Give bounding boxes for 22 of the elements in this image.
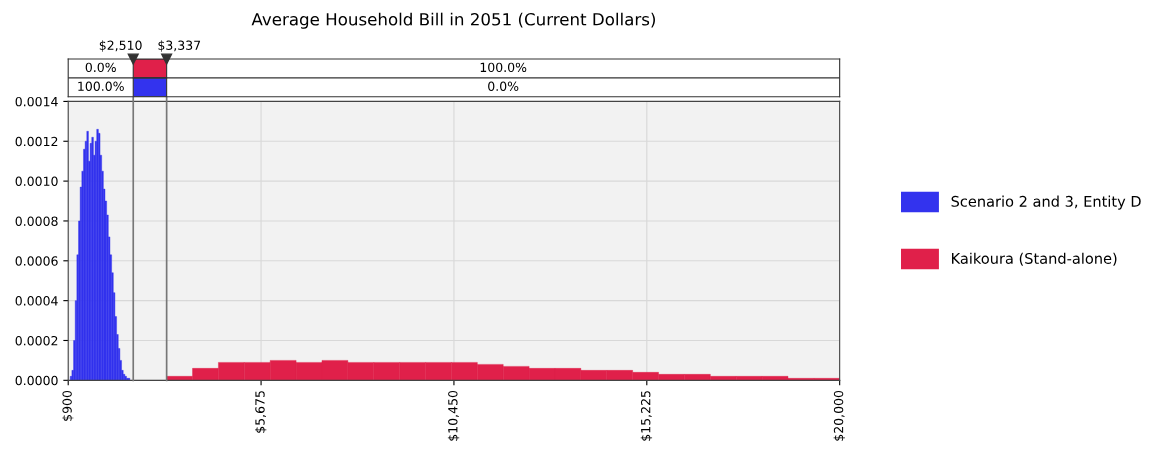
text: 100.0%: [480, 62, 527, 73]
x-tick-label: $5,675: [255, 391, 267, 433]
ref-line-label: $3,337: [158, 40, 201, 52]
legend-label: Kaikoura (Stand-alone): [952, 252, 1117, 266]
y-tick-label: 0.0010: [15, 176, 58, 187]
x-tick-label: $15,225: [640, 391, 653, 441]
legend-label: Scenario 2 and 3, Entity D: [951, 195, 1141, 210]
ref-line-label: $2,510: [99, 40, 142, 52]
text: 0.0%: [488, 81, 519, 91]
y-tick-label: 0.0006: [15, 256, 58, 266]
chart-title: Average Household Bill in 2051 (Current Dollars): [251, 12, 655, 29]
y-tick-label: 0.0012: [15, 136, 58, 147]
y-tick-label: 0.0014: [15, 96, 58, 107]
x-tick-label: $900: [62, 390, 74, 421]
y-tick-label: 0.0008: [15, 216, 58, 226]
y-tick-label: 0.0002: [15, 335, 58, 346]
y-tick-label: 0.0000: [15, 375, 58, 386]
x-tick-label: $10,450: [447, 390, 460, 441]
x-tick-label: $20,000: [833, 390, 845, 441]
text: 100.0%: [78, 81, 124, 91]
y-tick-label: 0.0004: [15, 296, 58, 306]
text: 0.0%: [85, 62, 116, 73]
